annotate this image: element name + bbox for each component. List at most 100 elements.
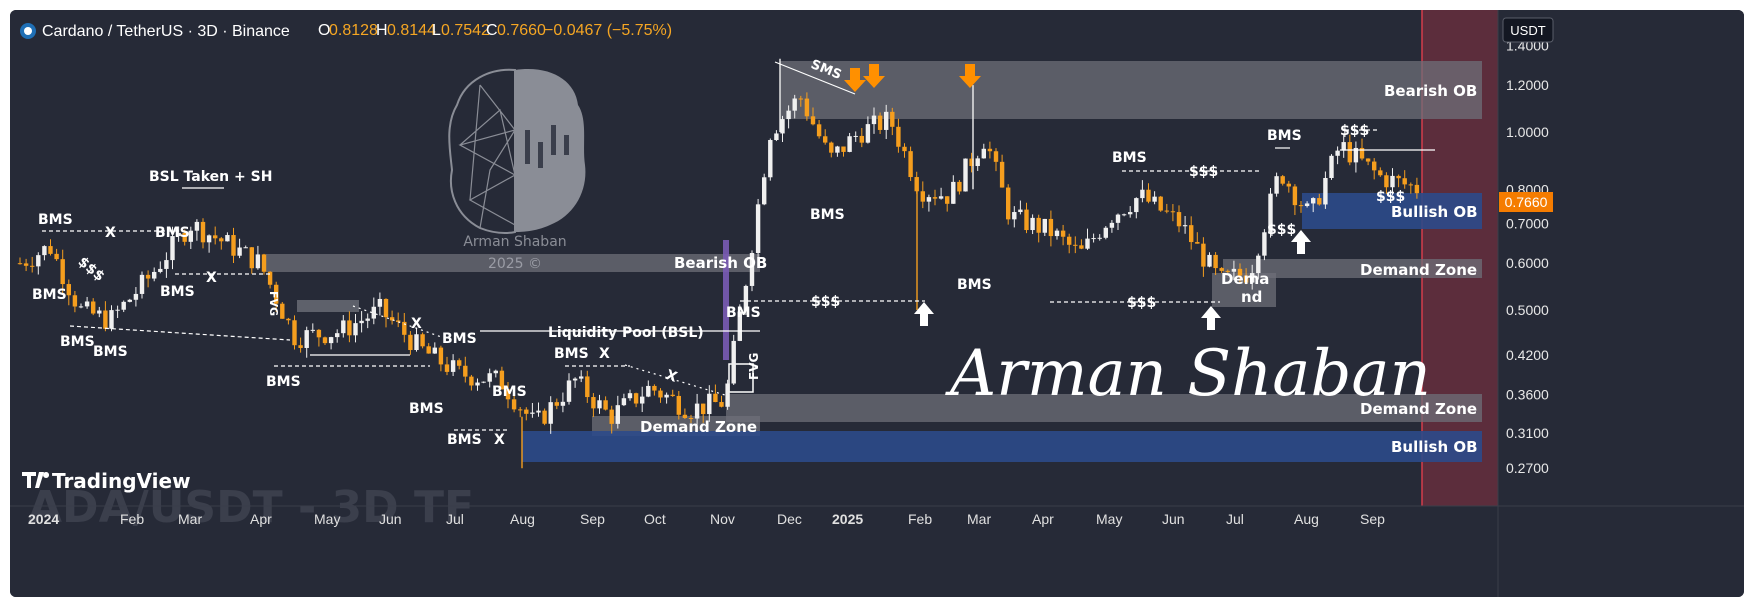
candle-body bbox=[938, 196, 944, 199]
candle-body bbox=[335, 333, 340, 338]
label-bearish-ob-mid: Bearish OB bbox=[674, 254, 767, 272]
candle-body bbox=[1207, 254, 1212, 267]
candle-body bbox=[1213, 254, 1218, 269]
time-tick-label: Jun bbox=[1162, 511, 1185, 527]
legend-low-label: L bbox=[432, 22, 441, 39]
candle-body bbox=[1274, 176, 1279, 194]
price-tick-group: 1.40001.20001.00000.80000.70000.60000.50… bbox=[1506, 38, 1549, 477]
chart-canvas[interactable]: ADA/USDT - 3D TF Arman Shaban 2025 © bbox=[10, 10, 1744, 597]
candle-body bbox=[597, 400, 602, 409]
legend-symbol: Cardano / TetherUS · 3D · Binance bbox=[42, 23, 290, 40]
cardano-icon-inner bbox=[24, 27, 32, 35]
label-demand-split-2: nd bbox=[1241, 288, 1262, 306]
price-tick-label: 0.4200 bbox=[1506, 347, 1549, 363]
candle-body bbox=[1140, 189, 1145, 199]
candle-body bbox=[609, 409, 614, 424]
label-demand-zone-long: Demand Zone bbox=[1360, 400, 1477, 418]
last-price-value: 0.7660 bbox=[1505, 194, 1548, 210]
label-bms: BMS bbox=[60, 334, 95, 350]
candle-body bbox=[841, 146, 846, 152]
candle-body bbox=[280, 303, 285, 319]
candle-body bbox=[1170, 211, 1176, 213]
candle-body bbox=[322, 337, 328, 344]
candle-body bbox=[762, 177, 767, 205]
bearish-ob-zone-mid bbox=[266, 254, 760, 272]
candle-body bbox=[438, 347, 444, 365]
time-axis[interactable]: 2024 Feb Mar Apr May Jun Jul Aug Sep Oct Nov Dec 202… bbox=[10, 505, 1744, 527]
candle-body bbox=[566, 380, 572, 402]
candle-body bbox=[835, 146, 840, 153]
price-tick-label: 0.3100 bbox=[1506, 425, 1549, 441]
candle-body bbox=[1250, 273, 1255, 283]
candle-body bbox=[457, 360, 462, 366]
candle-body bbox=[896, 126, 901, 147]
sell-arrow bbox=[844, 68, 866, 92]
candle-body bbox=[859, 135, 864, 143]
candle-body bbox=[469, 376, 474, 386]
logo-name: Arman Shaban bbox=[463, 234, 566, 250]
candle-body bbox=[499, 370, 505, 390]
candle-body bbox=[304, 330, 309, 348]
label-bms: BMS bbox=[957, 277, 992, 293]
time-tick-label: Aug bbox=[1294, 511, 1319, 527]
time-tick-label: Jun bbox=[379, 511, 402, 527]
candle-body bbox=[676, 395, 681, 415]
candle-body bbox=[1024, 209, 1029, 231]
candle-body bbox=[84, 301, 90, 307]
candle-body bbox=[1219, 268, 1224, 271]
candle-body bbox=[1402, 178, 1407, 185]
label-fvg: FVG bbox=[747, 353, 761, 380]
candle-body bbox=[286, 318, 291, 321]
label-x: X bbox=[599, 346, 610, 362]
candle-body bbox=[511, 399, 517, 410]
label-bullish-ob-top: Bullish OB bbox=[1391, 203, 1478, 221]
candle-body bbox=[737, 311, 742, 341]
candle-body bbox=[1256, 255, 1261, 274]
candle-body bbox=[1006, 187, 1011, 220]
candle-body bbox=[542, 410, 547, 424]
candle-body bbox=[1060, 230, 1066, 237]
candle-body bbox=[371, 306, 376, 319]
candle-body bbox=[267, 271, 273, 285]
candle-body bbox=[1292, 186, 1298, 206]
candle-body bbox=[572, 378, 578, 381]
candle-body bbox=[1311, 198, 1316, 204]
candle-body bbox=[261, 254, 267, 272]
time-tick-label: Dec bbox=[777, 511, 802, 527]
candle-body bbox=[298, 345, 303, 348]
label-bms: BMS bbox=[554, 346, 589, 362]
price-tick-label: 1.2000 bbox=[1506, 77, 1549, 93]
candle-body bbox=[890, 111, 895, 127]
currency-button[interactable] bbox=[1502, 17, 1554, 43]
candle-body bbox=[377, 298, 383, 307]
candle-body bbox=[170, 236, 175, 261]
chart-frame[interactable]: ADA/USDT - 3D TF Arman Shaban 2025 © bbox=[10, 10, 1744, 597]
candle-body bbox=[743, 285, 749, 312]
candle-body bbox=[1128, 212, 1133, 215]
candle-body bbox=[341, 320, 346, 334]
candle-body bbox=[493, 370, 498, 374]
price-axis[interactable]: 1.40001.20001.00000.80000.70000.60000.50… bbox=[1497, 10, 1744, 597]
sell-arrow bbox=[959, 64, 981, 88]
candle-body bbox=[1335, 150, 1340, 156]
tradingview-label: TradingView bbox=[52, 469, 191, 493]
candle-body bbox=[1109, 222, 1115, 228]
candle-body bbox=[1408, 184, 1413, 186]
candle-body bbox=[1201, 243, 1206, 267]
candle-body bbox=[1036, 217, 1041, 233]
candle-body bbox=[682, 414, 688, 419]
tradingview-brand[interactable]: TradingView bbox=[22, 469, 191, 493]
bearish-ob-zone-top bbox=[780, 61, 1482, 119]
candle-body bbox=[109, 310, 114, 329]
buy-arrow bbox=[914, 302, 934, 326]
price-tick-label: 0.5000 bbox=[1506, 302, 1549, 318]
label-liquidity-pool: Liquidity Pool (BSL) bbox=[548, 325, 704, 341]
candle-body bbox=[755, 204, 761, 253]
author-logo: Arman Shaban 2025 © bbox=[448, 68, 586, 272]
candle-body bbox=[1353, 147, 1359, 163]
candle-body bbox=[1091, 238, 1096, 240]
fvg-box bbox=[728, 363, 754, 393]
label-bms: BMS bbox=[810, 207, 845, 223]
logo-year: 2025 © bbox=[488, 256, 542, 272]
price-tick-label: 0.3600 bbox=[1506, 386, 1549, 402]
